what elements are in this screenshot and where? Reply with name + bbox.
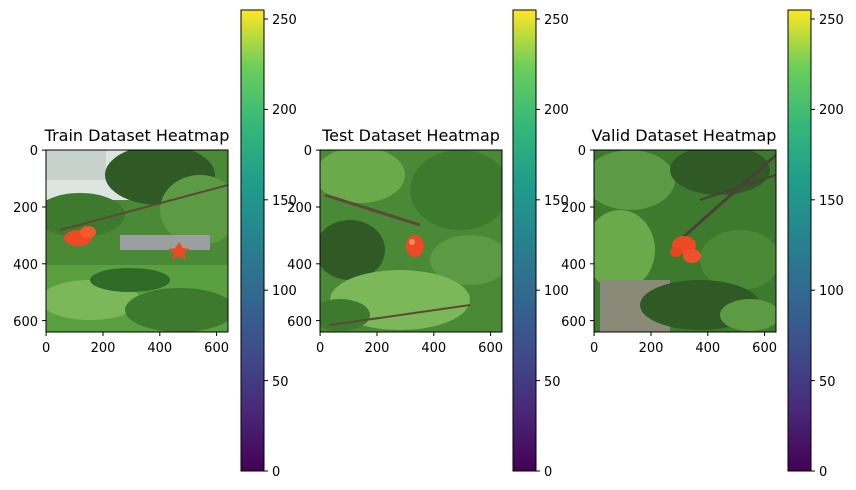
colorbar-tick-label: 150 xyxy=(272,194,297,209)
plot-frame xyxy=(45,149,229,333)
colorbar-tick-label: 50 xyxy=(819,375,836,390)
colorbar: 0 50 100 150 200 250 xyxy=(787,9,844,480)
colorbar-tick-label: 250 xyxy=(544,13,569,28)
x-tick-label: 200 xyxy=(365,341,390,356)
y-tick-label: 0 xyxy=(578,144,586,159)
x-tick-label: 200 xyxy=(639,341,664,356)
plot-frame xyxy=(593,149,777,333)
x-tick-label: 0 xyxy=(42,341,50,356)
colorbar-tick-label: 150 xyxy=(544,194,569,209)
x-tick-label: 600 xyxy=(478,341,503,356)
y-tick-label: 600 xyxy=(287,315,312,330)
y-tick-label: 600 xyxy=(13,315,38,330)
x-tick-label: 400 xyxy=(421,341,446,356)
colorbar-tick-label: 200 xyxy=(819,103,844,118)
x-axis: 0 200 400 600 xyxy=(42,332,229,356)
y-tick-label: 200 xyxy=(561,201,586,216)
panel-train: Train Dataset Heatmap 0 200 400 xyxy=(13,9,297,480)
x-tick-label: 400 xyxy=(695,341,720,356)
heatmap-image xyxy=(46,150,228,332)
colorbar-tick-label: 250 xyxy=(819,13,844,28)
y-tick-label: 200 xyxy=(13,201,38,216)
x-tick-label: 600 xyxy=(752,341,777,356)
colorbar-tick-label: 100 xyxy=(544,284,569,299)
x-tick-label: 400 xyxy=(147,341,172,356)
y-tick-label: 400 xyxy=(287,258,312,273)
y-tick-label: 400 xyxy=(13,258,38,273)
chart-title: Train Dataset Heatmap xyxy=(44,126,230,145)
x-tick-label: 600 xyxy=(204,341,229,356)
x-axis: 0 200 400 600 xyxy=(590,332,777,356)
colorbar-tick-label: 250 xyxy=(272,13,297,28)
heatmap-image xyxy=(594,150,776,332)
y-tick-label: 0 xyxy=(30,144,38,159)
colorbar-tick-label: 0 xyxy=(819,465,827,480)
colorbar-tick-label: 100 xyxy=(819,284,844,299)
chart-title: Valid Dataset Heatmap xyxy=(592,126,777,145)
colorbar-tick-label: 100 xyxy=(272,284,297,299)
colorbar: 0 50 100 150 200 250 xyxy=(240,9,297,480)
colorbar-gradient xyxy=(787,9,812,472)
colorbar-tick-label: 50 xyxy=(272,375,289,390)
y-tick-label: 400 xyxy=(561,258,586,273)
y-axis: 0 200 400 600 xyxy=(561,144,594,330)
plot-frame xyxy=(319,149,503,333)
y-axis: 0 200 400 600 xyxy=(13,144,46,330)
panel-test: Test Dataset Heatmap 0 200 400 600 xyxy=(287,9,569,480)
x-tick-label: 0 xyxy=(316,341,324,356)
colorbar-tick-label: 50 xyxy=(544,375,561,390)
y-tick-label: 600 xyxy=(561,315,586,330)
heatmap-image xyxy=(320,150,502,332)
panel-valid: Valid Dataset Heatmap 0 200 400 600 xyxy=(561,9,844,480)
x-tick-label: 200 xyxy=(91,341,116,356)
x-tick-label: 0 xyxy=(590,341,598,356)
y-axis: 0 200 400 600 xyxy=(287,144,320,330)
chart-title: Test Dataset Heatmap xyxy=(321,126,500,145)
colorbar-gradient xyxy=(240,9,265,472)
colorbar-tick-label: 200 xyxy=(544,103,569,118)
colorbar-tick-label: 0 xyxy=(544,465,552,480)
colorbar-tick-label: 0 xyxy=(272,465,280,480)
colorbar-tick-label: 200 xyxy=(272,103,297,118)
y-tick-label: 0 xyxy=(304,144,312,159)
x-axis: 0 200 400 600 xyxy=(316,332,503,356)
y-tick-label: 200 xyxy=(287,201,312,216)
colorbar-gradient xyxy=(512,9,537,472)
colorbar: 0 50 100 150 200 250 xyxy=(512,9,569,480)
colorbar-tick-label: 150 xyxy=(819,194,844,209)
